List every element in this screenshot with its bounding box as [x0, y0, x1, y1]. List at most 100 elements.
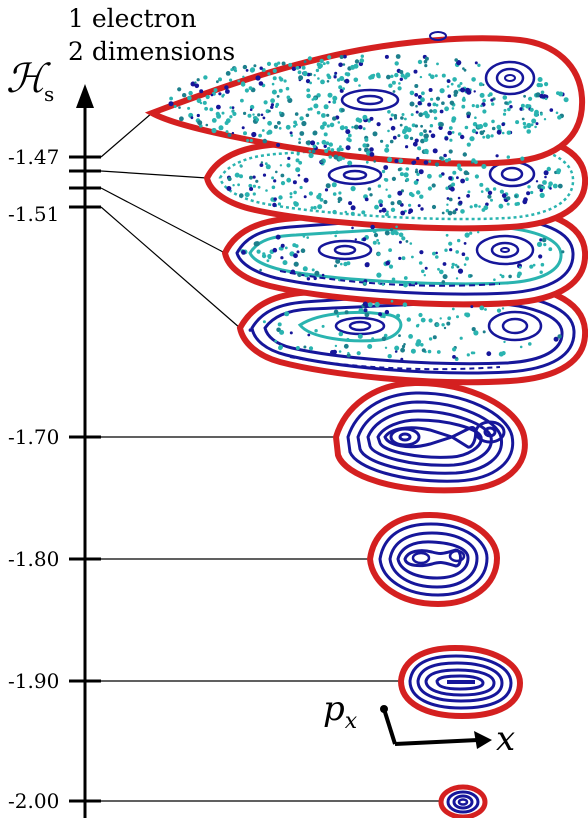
chaos-point [463, 68, 467, 72]
chaos-point [397, 86, 402, 91]
chaos-point [342, 87, 345, 91]
chaos-point [432, 109, 438, 114]
chaos-point [506, 202, 510, 206]
chaos-point [397, 134, 401, 138]
chaos-point [529, 107, 534, 112]
chaos-point [332, 209, 337, 215]
chaos-point [355, 117, 361, 122]
chaos-point [485, 202, 489, 207]
chaos-point [405, 177, 410, 182]
chaos-point [262, 116, 266, 120]
chaos-point [216, 104, 221, 110]
chaos-point [305, 79, 311, 84]
chaos-point [376, 72, 381, 77]
chaos-point [317, 77, 320, 80]
chaos-point [233, 67, 237, 71]
chaos-point [405, 240, 409, 243]
chaos-point [446, 79, 451, 83]
chaos-point [325, 183, 331, 189]
chaos-point [327, 92, 333, 98]
chaos-point [301, 120, 307, 127]
chaos-point [421, 348, 426, 353]
chaos-point [442, 262, 447, 266]
chaos-point [408, 334, 413, 339]
chaos-point [466, 194, 470, 198]
chaos-point [361, 210, 366, 215]
chaos-point [451, 262, 455, 267]
chaos-point [320, 79, 325, 85]
chaos-point [394, 72, 399, 78]
chaos-point [367, 344, 373, 349]
chaos-point [409, 90, 415, 96]
chaos-point [303, 60, 307, 63]
chaos-point [239, 193, 244, 198]
chaos-point [410, 193, 415, 198]
chaos-point [244, 192, 250, 198]
chaos-point [466, 142, 471, 147]
chaos-point [316, 142, 320, 145]
chaos-point [377, 252, 381, 256]
chaos-point [418, 112, 424, 117]
chaos-point [389, 117, 393, 121]
chaos-point [451, 265, 454, 269]
chaos-point [339, 55, 344, 59]
chaos-point [292, 180, 297, 185]
chaos-point [261, 253, 267, 259]
chaos-point [427, 186, 432, 191]
chaos-point [293, 120, 297, 125]
chaos-point [231, 110, 235, 113]
chaos-point [526, 122, 532, 129]
chaos-point [251, 131, 257, 138]
chaos-point [515, 120, 520, 125]
chaos-point [330, 350, 335, 355]
chaos-point [398, 82, 401, 85]
chaos-point [372, 229, 377, 234]
chaos-point [350, 64, 356, 70]
chaos-point [389, 139, 394, 144]
chaos-point [409, 101, 415, 107]
chaos-point [295, 66, 300, 70]
chaos-point [430, 133, 436, 139]
chaos-point [326, 61, 330, 65]
chaos-point [482, 109, 487, 114]
chaos-point [344, 72, 349, 76]
chaos-point [430, 97, 434, 101]
chaos-point [447, 130, 453, 136]
chaos-point [538, 254, 543, 259]
chaos-point [388, 83, 393, 88]
chaos-point [315, 68, 320, 73]
chaos-point [278, 344, 284, 350]
chaos-point [424, 266, 428, 270]
chaos-point [542, 180, 547, 185]
chaos-point [393, 114, 398, 118]
chaos-point [243, 131, 247, 136]
chaos-point [302, 266, 308, 272]
chaos-point [501, 122, 506, 127]
chaos-point [394, 159, 399, 163]
chaos-point [307, 333, 311, 337]
chaos-point [293, 201, 298, 206]
chaos-point [502, 112, 507, 116]
tick-label-1-51: -1.51 [8, 202, 59, 226]
chaos-point [367, 302, 373, 308]
chaos-point [442, 274, 448, 280]
chaos-point [399, 77, 403, 82]
chaos-point [347, 160, 353, 166]
chaos-point [415, 104, 418, 108]
chaos-point [503, 108, 507, 112]
chaos-point [358, 125, 363, 130]
chaos-point [297, 272, 302, 278]
chaos-point [473, 330, 479, 336]
chaos-point [326, 124, 330, 128]
chaos-point [508, 100, 512, 104]
chaos-point [298, 141, 301, 145]
chaos-point [452, 347, 457, 352]
chaos-point [419, 132, 424, 137]
chaos-point [295, 158, 300, 163]
chaos-point [434, 74, 438, 78]
chaos-point [365, 160, 369, 164]
chaos-point [306, 236, 310, 239]
chaos-point [344, 310, 349, 315]
chaos-point [216, 113, 222, 119]
chaos-point [290, 269, 296, 274]
